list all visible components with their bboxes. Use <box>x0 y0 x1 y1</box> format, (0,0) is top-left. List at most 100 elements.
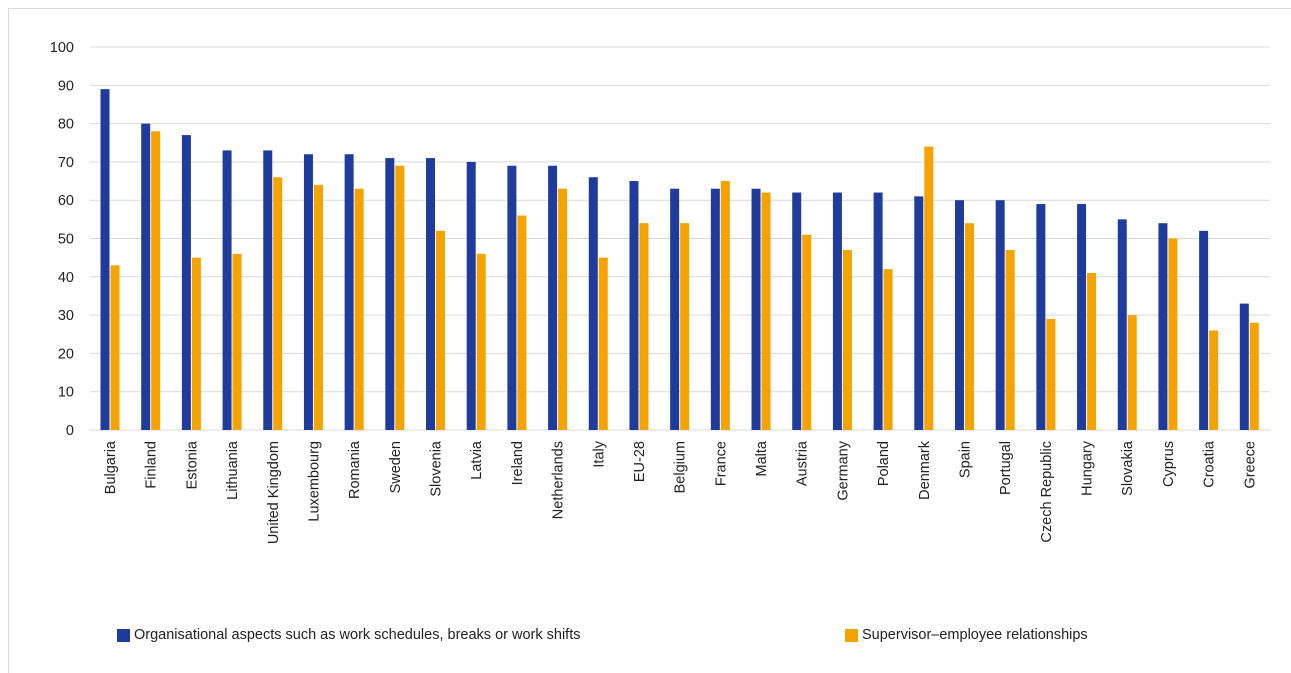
bar-organisational-czech-republic <box>1036 204 1046 430</box>
bar-supervisor-eu-28 <box>639 223 649 430</box>
frame-border-left <box>8 8 9 673</box>
legend-label-organisational-aspects: Organisational aspects such as work sche… <box>134 627 581 643</box>
x-tick-label: EU-28 <box>632 441 648 482</box>
x-tick-label: United Kingdom <box>266 441 282 544</box>
bar-supervisor-belgium <box>680 223 690 430</box>
bar-supervisor-slovenia <box>436 230 446 430</box>
bar-organisational-romania <box>344 154 354 431</box>
bar-supervisor-czech-republic <box>1046 318 1056 430</box>
bar-supervisor-latvia <box>476 253 486 430</box>
bar-supervisor-luxembourg <box>313 184 323 430</box>
bar-organisational-hungary <box>1077 204 1087 430</box>
bar-organisational-bulgaria <box>100 89 110 430</box>
y-tick-label: 90 <box>58 78 74 94</box>
bar-supervisor-portugal <box>1005 249 1015 430</box>
bar-supervisor-hungary <box>1087 272 1097 430</box>
bar-organisational-poland <box>873 192 883 430</box>
x-tick-label: Czech Republic <box>1039 441 1055 543</box>
bar-supervisor-malta <box>761 192 771 430</box>
y-tick-label: 40 <box>58 270 74 286</box>
x-tick-label: Spain <box>957 441 973 478</box>
bar-supervisor-cyprus <box>1168 238 1178 430</box>
x-tick-label: Sweden <box>388 441 404 493</box>
bar-supervisor-poland <box>883 269 893 430</box>
bar-organisational-germany <box>832 192 842 430</box>
bar-supervisor-france <box>720 181 730 430</box>
x-tick-label: Croatia <box>1202 440 1218 488</box>
bar-supervisor-croatia <box>1209 330 1219 430</box>
y-tick-label: 70 <box>58 155 74 171</box>
bar-supervisor-slovakia <box>1127 315 1137 430</box>
bar-supervisor-estonia <box>191 257 201 430</box>
x-tick-label: Bulgaria <box>103 440 119 494</box>
x-tick-label: Austria <box>795 440 811 486</box>
legend-swatch-supervisor-employee <box>845 628 858 642</box>
bar-organisational-malta <box>751 188 761 430</box>
legend-item-supervisor-employee: Supervisor–employee relationships <box>845 625 1088 645</box>
x-tick-label: Greece <box>1242 441 1258 489</box>
bar-organisational-greece <box>1239 303 1249 430</box>
x-tick-label: Portugal <box>998 441 1014 495</box>
bar-organisational-sweden <box>385 158 395 430</box>
bar-organisational-finland <box>141 123 151 430</box>
bar-organisational-lithuania <box>222 150 232 430</box>
y-tick-label: 60 <box>58 193 74 209</box>
bar-organisational-croatia <box>1199 230 1209 430</box>
x-tick-label: Netherlands <box>551 441 567 519</box>
bar-supervisor-netherlands <box>558 188 568 430</box>
bar-organisational-slovakia <box>1117 219 1127 430</box>
bar-organisational-united-kingdom <box>263 150 273 430</box>
bar-supervisor-united-kingdom <box>273 177 283 430</box>
x-tick-label: Cyprus <box>1161 441 1177 487</box>
x-tick-label: Estonia <box>184 440 200 489</box>
y-tick-label: 10 <box>58 385 74 401</box>
y-tick-label: 100 <box>50 40 74 56</box>
x-tick-label: Romania <box>347 440 363 499</box>
legend-label-supervisor-employee: Supervisor–employee relationships <box>862 627 1088 643</box>
bar-organisational-cyprus <box>1158 223 1168 430</box>
bar-supervisor-ireland <box>517 215 527 430</box>
x-tick-label: Lithuania <box>225 440 241 500</box>
bar-supervisor-bulgaria <box>110 265 120 430</box>
bar-organisational-france <box>710 188 720 430</box>
bar-supervisor-italy <box>598 257 608 430</box>
bar-organisational-spain <box>954 200 964 430</box>
bar-organisational-latvia <box>466 161 476 430</box>
bar-organisational-ireland <box>507 165 517 431</box>
bar-organisational-denmark <box>914 196 924 430</box>
frame-border-top <box>8 8 1291 9</box>
x-tick-label: Italy <box>591 440 607 467</box>
bar-organisational-netherlands <box>548 165 558 431</box>
bar-supervisor-finland <box>151 131 161 430</box>
bar-supervisor-austria <box>802 234 812 430</box>
legend-swatch-organisational-aspects <box>117 628 130 642</box>
y-tick-label: 80 <box>58 117 74 133</box>
x-tick-label: Denmark <box>917 440 933 500</box>
x-tick-label: Ireland <box>510 441 526 485</box>
y-tick-label: 30 <box>58 308 74 324</box>
bar-organisational-slovenia <box>426 158 436 430</box>
y-tick-label: 0 <box>66 423 74 439</box>
bar-supervisor-denmark <box>924 146 934 430</box>
y-tick-label: 20 <box>58 346 74 362</box>
x-tick-label: Slovenia <box>429 440 445 497</box>
x-tick-label: Slovakia <box>1120 440 1136 496</box>
x-tick-label: Latvia <box>469 440 485 480</box>
bar-organisational-italy <box>588 177 598 430</box>
x-tick-label: Belgium <box>673 441 689 493</box>
bar-supervisor-sweden <box>395 165 405 431</box>
y-tick-label: 50 <box>58 232 74 248</box>
bar-organisational-portugal <box>995 200 1005 430</box>
x-tick-label: Poland <box>876 441 892 486</box>
bar-supervisor-romania <box>354 188 364 430</box>
bar-organisational-luxembourg <box>303 154 313 431</box>
x-tick-label: Malta <box>754 440 770 476</box>
bar-supervisor-greece <box>1249 322 1259 430</box>
bar-organisational-eu-28 <box>629 181 639 430</box>
bar-supervisor-spain <box>964 223 974 430</box>
bar-organisational-austria <box>792 192 802 430</box>
x-tick-label: Finland <box>144 441 160 489</box>
bar-organisational-belgium <box>670 188 680 430</box>
